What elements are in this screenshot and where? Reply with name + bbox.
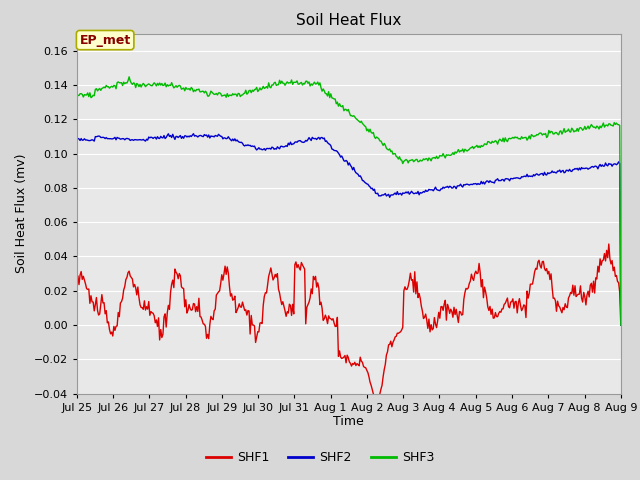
- SHF3: [520, 135, 527, 141]
- SHF2: [336, 152, 344, 157]
- SHF1: [332, 324, 339, 329]
- SHF3: [398, 157, 406, 163]
- Text: EP_met: EP_met: [79, 34, 131, 47]
- SHF1: [335, 354, 342, 360]
- SHF1: [73, 274, 81, 280]
- SHF1: [398, 327, 406, 333]
- SHF3: [617, 322, 625, 328]
- SHF1: [605, 241, 612, 247]
- SHF2: [73, 135, 81, 141]
- Line: SHF3: SHF3: [77, 77, 621, 325]
- SHF2: [520, 173, 527, 179]
- SHF1: [606, 256, 614, 262]
- SHF2: [398, 192, 406, 198]
- Line: SHF1: SHF1: [77, 244, 621, 398]
- SHF2: [617, 322, 625, 328]
- X-axis label: Time: Time: [333, 415, 364, 429]
- SHF2: [189, 131, 197, 137]
- SHF3: [605, 121, 612, 127]
- SHF1: [617, 322, 625, 328]
- SHF2: [605, 161, 612, 167]
- Title: Soil Heat Flux: Soil Heat Flux: [296, 13, 401, 28]
- SHF3: [369, 131, 376, 136]
- Y-axis label: Soil Heat Flux (mv): Soil Heat Flux (mv): [15, 154, 28, 273]
- SHF2: [332, 148, 340, 154]
- SHF1: [367, 383, 375, 388]
- SHF1: [371, 395, 378, 401]
- Line: SHF2: SHF2: [77, 134, 621, 325]
- SHF3: [336, 101, 344, 107]
- SHF3: [73, 90, 81, 96]
- SHF2: [369, 185, 376, 191]
- Legend: SHF1, SHF2, SHF3: SHF1, SHF2, SHF3: [201, 446, 439, 469]
- SHF1: [520, 302, 527, 308]
- SHF3: [125, 74, 133, 80]
- SHF3: [332, 101, 340, 107]
